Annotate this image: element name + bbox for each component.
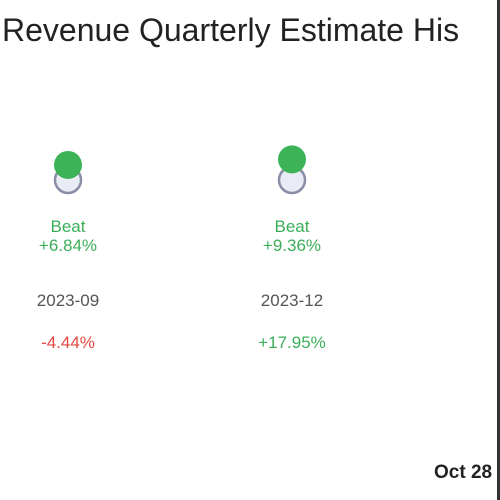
actual-marker bbox=[54, 150, 82, 179]
period-label: 2023-09 bbox=[37, 291, 99, 310]
change-label: +17.95% bbox=[258, 333, 326, 352]
right-border bbox=[497, 0, 500, 500]
chart-title: Revenue Quarterly Estimate His bbox=[2, 12, 460, 48]
period-label: 2023-12 bbox=[261, 291, 323, 310]
surprise-label: +6.84% bbox=[39, 236, 97, 255]
change-label: -4.44% bbox=[41, 333, 95, 352]
surprise-label: +9.36% bbox=[263, 236, 321, 255]
actual-marker bbox=[278, 145, 306, 174]
status-label: Beat bbox=[51, 217, 86, 236]
bottom-date-label: Oct 28 bbox=[434, 462, 493, 483]
status-label: Beat bbox=[275, 217, 310, 236]
